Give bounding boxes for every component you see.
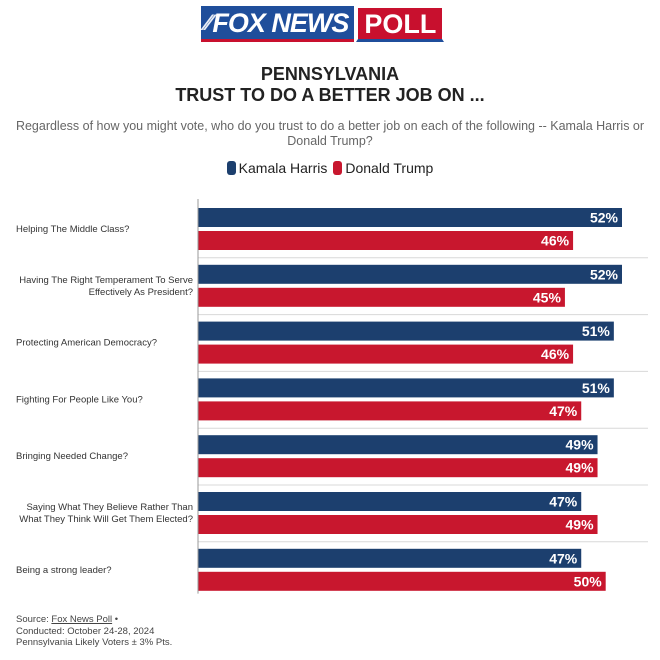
value-label-harris: 47% [549,494,578,510]
bar-trump [198,401,582,421]
footer-conducted: Conducted: October 24-28, 2024 [16,625,155,637]
category-label: Effectively As President? [89,287,193,298]
value-label-trump: 46% [541,346,570,362]
bar-harris [198,378,614,398]
category-label: Being a strong leader? [16,565,112,576]
chart-title-line1: PENNSYLVANIA [260,64,400,84]
value-label-harris: 52% [590,266,619,282]
legend-swatch-trump [333,161,343,175]
category-label: Fighting For People Like You? [16,394,143,405]
legend-item-trump[interactable]: Donald Trump [333,160,433,176]
category-label: Protecting American Democracy? [16,338,157,349]
value-label-trump: 47% [549,403,578,419]
value-label-harris: 51% [582,323,611,339]
bar-trump [198,287,565,307]
bar-trump [198,344,574,364]
value-label-trump: 49% [566,460,595,476]
category-label: Having The Right Temperament To Serve [19,275,193,286]
bar-chart: Helping The Middle Class? 52% 46% Having Th… [16,199,648,594]
bar-harris [198,435,598,455]
value-label-harris: 52% [590,210,619,226]
legend-item-harris[interactable]: Kamala Harris [226,160,328,176]
category-label: Saying What They Believe Rather Than [26,502,193,513]
bar-trump [198,515,598,534]
bar-harris [198,548,582,568]
category-label: Bringing Needed Change? [16,451,128,462]
bar-trump [198,458,598,478]
value-label-trump: 46% [541,233,570,249]
footer-source: Source: Fox News Poll • [16,614,119,625]
value-label-harris: 47% [549,550,578,566]
legend: Kamala Harris Donald Trump [0,160,660,176]
fox-news-poll-logo: ⁄⁄ FOX NEWS POLL [201,6,445,42]
bar-harris [198,492,582,511]
value-label-trump: 45% [533,289,562,305]
value-label-trump: 49% [566,517,595,533]
value-label-trump: 50% [574,573,603,589]
footer-sample: Pennsylvania Likely Voters ± 3% Pts. [16,637,173,648]
chart-title-line2: TRUST TO DO A BETTER JOB ON ... [175,85,485,105]
chart-title: PENNSYLVANIA TRUST TO DO A BETTER JOB ON… [0,64,660,106]
bar-harris [198,208,622,227]
chart-subtitle: Regardless of how you might vote, who do… [15,119,645,148]
value-label-harris: 51% [582,380,611,396]
chart-footer: Source: Fox News Poll • Conducted: Octob… [16,614,172,649]
source-link[interactable]: Fox News Poll [51,614,113,625]
legend-swatch-harris [226,161,236,175]
bar-harris [198,321,614,341]
category-label: What They Think Will Get Them Elected? [19,514,193,525]
legend-label-trump: Donald Trump [345,160,434,176]
bar-trump [198,571,606,591]
value-label-harris: 49% [566,437,595,453]
category-label: Helping The Middle Class? [16,224,129,235]
logo-fox-news: ⁄⁄ FOX NEWS [201,6,355,42]
bar-trump [198,231,574,250]
logo-searchlight-icon: ⁄⁄ [205,9,211,35]
legend-label-harris: Kamala Harris [238,160,328,176]
logo-poll: POLL [356,6,445,42]
bar-harris [198,264,622,284]
